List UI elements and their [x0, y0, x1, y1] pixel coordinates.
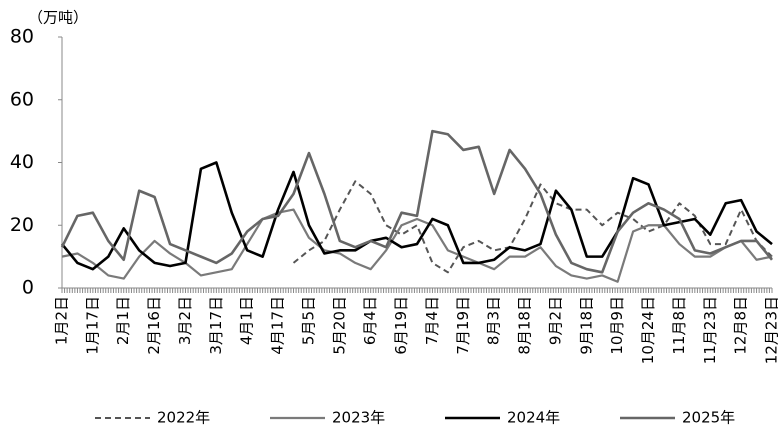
series-line: [61, 208, 773, 283]
legend-label: 2025年: [682, 409, 735, 427]
x-tick-label: 12月8日: [732, 296, 750, 355]
x-tick-label: 9月18日: [577, 296, 595, 355]
x-tick-label: 10月9日: [608, 296, 626, 355]
x-tick-label: 11月23日: [701, 296, 719, 364]
x-tick-label: 5月20日: [330, 296, 348, 355]
y-tick-label: 60: [10, 88, 34, 110]
x-tick-label: 6月4日: [361, 296, 379, 345]
y-tick-label: 40: [10, 151, 34, 173]
y-tick-label: 80: [10, 26, 34, 48]
y-tick-label: 20: [10, 214, 34, 236]
x-tick-label: 7月19日: [454, 296, 472, 355]
x-tick-label: 1月2日: [53, 296, 71, 345]
legend-label: 2023年: [332, 409, 385, 427]
y-axis-label: （万吨）: [28, 9, 88, 27]
legend-label: 2022年: [157, 409, 210, 427]
x-tick-label: 1月17日: [83, 296, 101, 355]
legend-label: 2024年: [507, 409, 560, 427]
series-line: [292, 180, 773, 274]
x-tick-label: 5月5日: [299, 296, 317, 345]
x-tick-label: 9月2日: [546, 296, 564, 345]
x-tick-label: 2月1日: [114, 296, 132, 345]
x-tick-label: 4月17日: [269, 296, 287, 355]
x-tick-label: 7月4日: [423, 296, 441, 345]
x-tick-label: 3月17日: [207, 296, 225, 355]
x-tick-label: 2月16日: [145, 296, 163, 355]
x-tick-label: 6月19日: [392, 296, 410, 355]
x-tick-label: 8月3日: [485, 296, 503, 345]
x-tick-label: 10月24日: [639, 296, 657, 364]
series-line: [60, 129, 774, 274]
x-tick-label: 3月2日: [176, 296, 194, 345]
x-tick-label: 12月23日: [763, 296, 781, 364]
series-line: [60, 161, 773, 271]
x-tick-label: 4月1日: [238, 296, 256, 345]
x-tick-label: 8月18日: [516, 296, 534, 355]
y-tick-label: 0: [22, 277, 34, 299]
x-tick-label: 11月8日: [670, 296, 688, 355]
